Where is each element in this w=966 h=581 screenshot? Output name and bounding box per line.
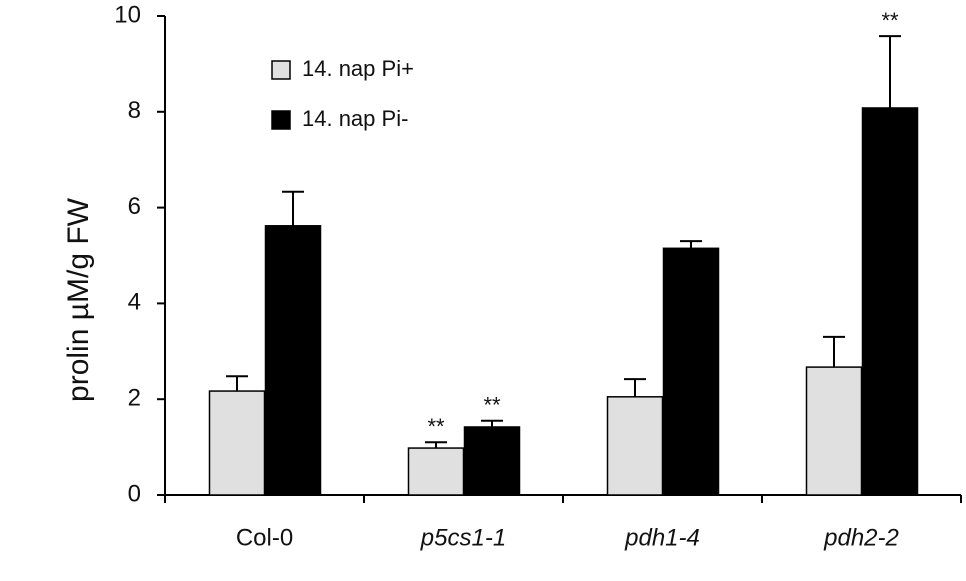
bar [805, 366, 863, 496]
error-bar [823, 335, 845, 368]
error-bar [680, 240, 702, 249]
y-tick-label: 2 [128, 385, 141, 412]
bar [662, 247, 720, 496]
y-tick-label: 10 [114, 1, 141, 28]
y-axis-label: prolin µM/g FW [62, 197, 95, 402]
error-bar [425, 441, 447, 449]
significance-label: ** [427, 414, 445, 439]
bar [463, 426, 521, 496]
y-tick-label: 0 [128, 480, 141, 507]
x-tick-label: Col-0 [236, 524, 293, 551]
bar [606, 396, 664, 496]
x-tick-label: pdh1-4 [624, 524, 700, 551]
bar [208, 390, 266, 496]
legend-label: 14. nap Pi+ [302, 56, 414, 81]
y-tick-label: 6 [128, 193, 141, 220]
legend-swatch [271, 60, 291, 80]
legend-swatch [271, 110, 291, 130]
y-tick-label: 8 [128, 97, 141, 124]
error-bar [879, 35, 901, 108]
y-tick-label: 4 [128, 289, 141, 316]
bar [861, 107, 919, 496]
bar [264, 225, 322, 496]
significance-label: ** [881, 8, 899, 33]
bar [407, 447, 465, 496]
x-tick-label: p5cs1-1 [420, 524, 506, 551]
error-bar [226, 375, 248, 392]
significance-label: ** [483, 393, 501, 418]
error-bar [624, 378, 646, 397]
error-bar [282, 190, 304, 226]
legend-label: 14. nap Pi- [302, 106, 408, 131]
error-bar [481, 419, 503, 427]
x-tick-label: pdh2-2 [823, 524, 899, 551]
